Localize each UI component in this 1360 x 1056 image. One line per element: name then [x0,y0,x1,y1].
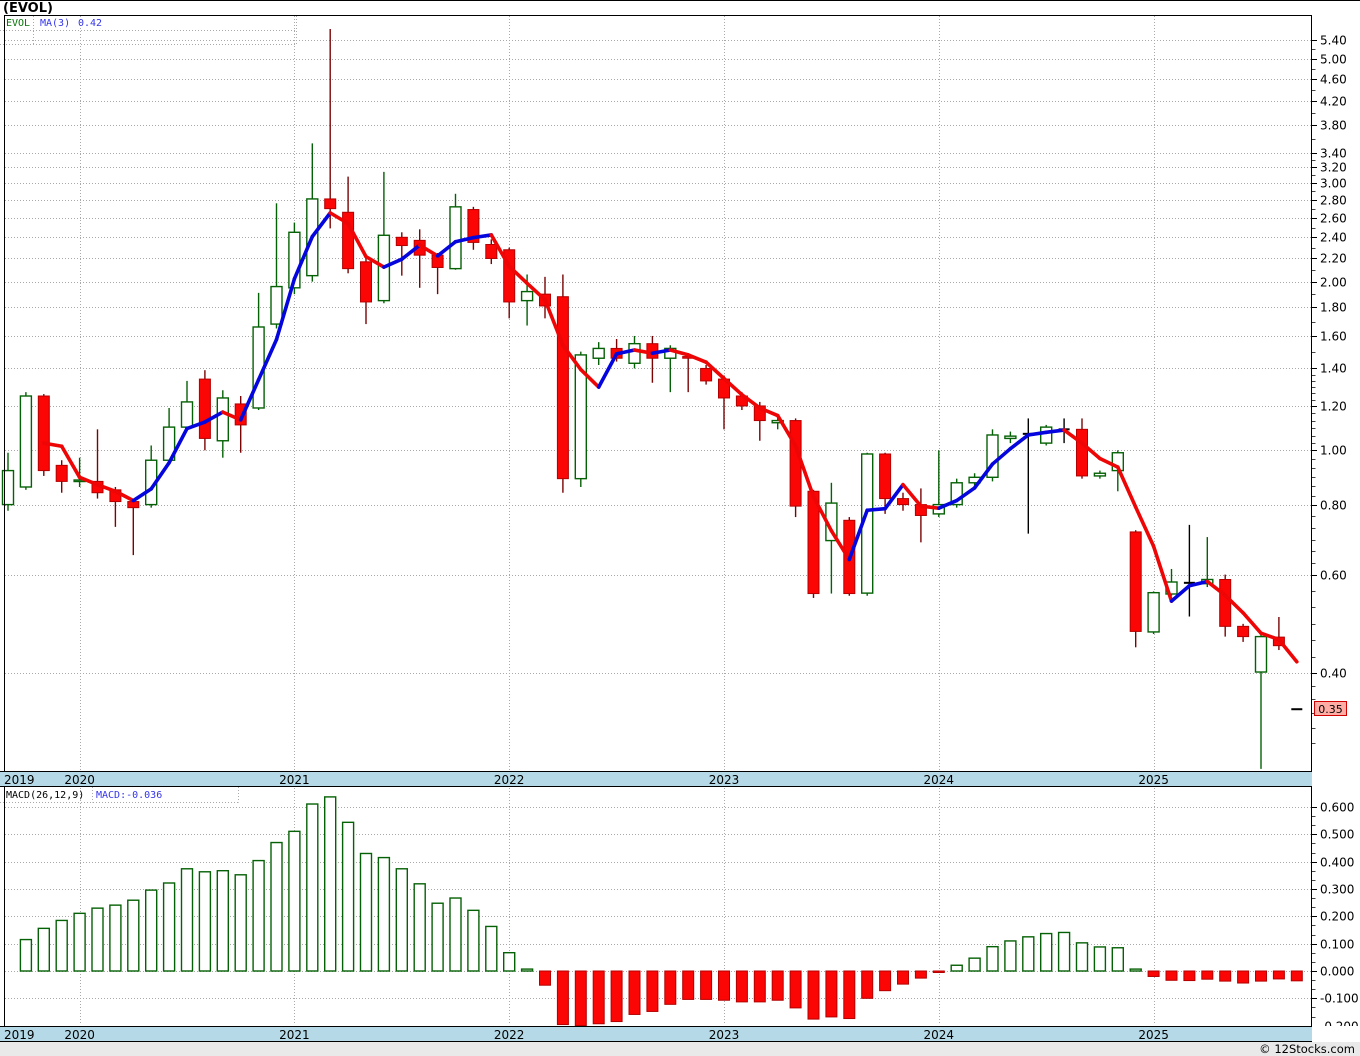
legend-ma-value: 0.42 [78,18,103,29]
year-label: 2020 [64,1028,95,1042]
svg-text:2.40: 2.40 [1320,231,1347,245]
svg-text:2.80: 2.80 [1320,194,1347,208]
svg-text:3.00: 3.00 [1320,177,1347,191]
macd-legend: MACD(26,12,9) MACD:-0.036 [0,788,260,804]
footer: © 12Stocks.com [0,1042,1360,1056]
year-label: 2019 [4,773,35,787]
svg-text:0.300: 0.300 [1320,883,1354,897]
svg-text:-0.200: -0.200 [1320,1020,1359,1027]
page-title: (EVOL) [3,1,53,16]
macd-chart: 0.600 0.500 0.400 0.300 0.200 0.100 0.000 -0.10… [0,787,1359,1027]
year-label: 2019 [4,1028,35,1042]
year-label: 2023 [708,773,740,787]
svg-text:4.60: 4.60 [1320,73,1347,87]
copyright: © 12Stocks.com [1259,1042,1355,1056]
last-price-tag: 0.35 [1314,701,1347,716]
svg-text:2.00: 2.00 [1320,276,1347,290]
year-label: 2024 [923,773,955,787]
legend-ma-label: MA(3) [40,18,71,29]
year-label: 2021 [279,1028,310,1042]
year-axis-lower: 2019 2020 2021 2022 2023 2024 2025 [0,1026,1312,1042]
price-chart: 5.40 5.00 4.60 4.20 3.80 3.403.20 3.00 2.80 2.60… [0,15,1347,771]
svg-text:1.80: 1.80 [1320,301,1347,315]
year-label: 2025 [1138,773,1169,787]
svg-text:3.40: 3.40 [1320,147,1347,161]
year-label: 2020 [64,773,95,787]
macd-params-label: MACD(26,12,9) [6,790,85,801]
svg-text:-0.100: -0.100 [1320,992,1359,1006]
year-axis-upper: 2019 2020 2021 2022 2023 2024 2025 [0,771,1312,787]
svg-text:5.40: 5.40 [1320,34,1347,48]
svg-text:1.00: 1.00 [1320,444,1347,458]
svg-text:4.20: 4.20 [1320,95,1347,109]
svg-text:0.60: 0.60 [1320,569,1347,583]
year-label: 2021 [279,773,310,787]
svg-text:0.200: 0.200 [1320,910,1354,924]
price-legend: EVOL MA(3) 0.42 [0,16,310,32]
svg-text:0.600: 0.600 [1320,801,1354,815]
macd-value-label: MACD:-0.036 [96,790,163,801]
legend-symbol: EVOL [6,18,31,29]
year-label: 2022 [493,1028,525,1042]
svg-text:0.40: 0.40 [1320,667,1347,681]
title-bar: (EVOL) [0,1,1360,16]
svg-text:5.00: 5.00 [1320,53,1347,67]
svg-text:0.100: 0.100 [1320,938,1354,952]
svg-text:3.20: 3.20 [1320,161,1347,175]
svg-text:0.000: 0.000 [1320,965,1354,979]
year-label: 2025 [1138,1028,1169,1042]
svg-text:0.400: 0.400 [1320,856,1354,870]
svg-text:1.60: 1.60 [1320,330,1347,344]
year-label: 2023 [708,1028,740,1042]
svg-text:3.80: 3.80 [1320,119,1347,133]
svg-text:1.40: 1.40 [1320,362,1347,376]
svg-text:2.60: 2.60 [1320,212,1347,226]
year-label: 2022 [493,773,525,787]
svg-text:0.80: 0.80 [1320,499,1347,513]
svg-text:1.20: 1.20 [1320,400,1347,414]
year-label: 2024 [923,1028,955,1042]
svg-text:2.20: 2.20 [1320,252,1347,266]
svg-text:0.500: 0.500 [1320,828,1354,842]
